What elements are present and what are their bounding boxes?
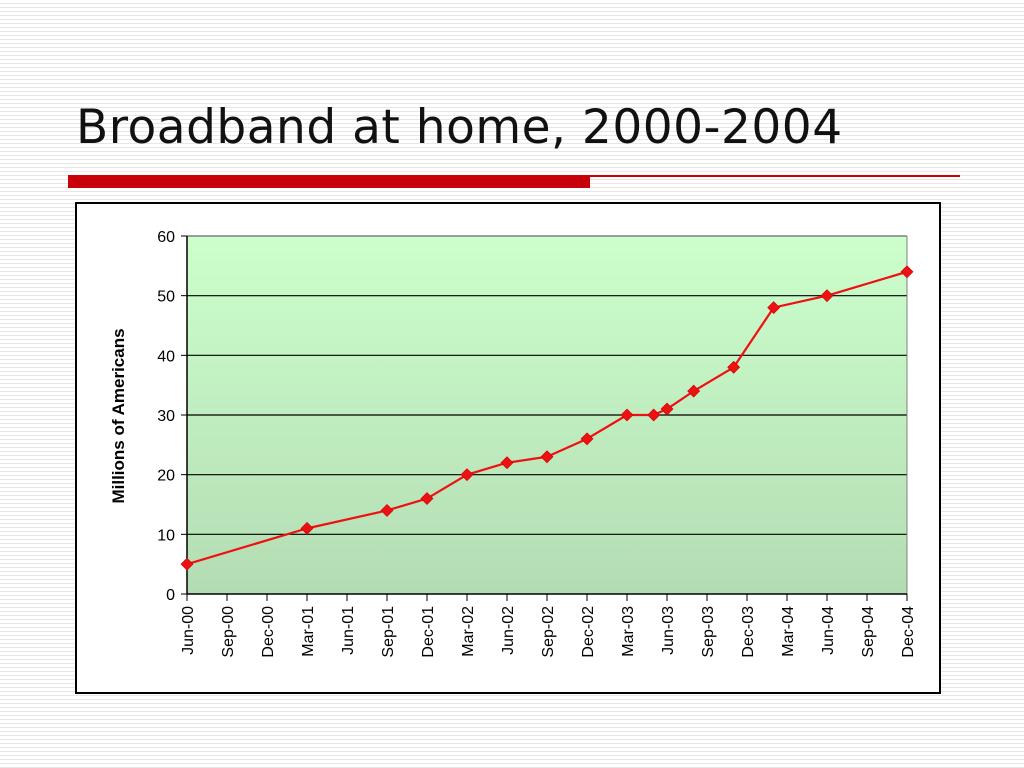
x-tick-label: Jun-04 [820,606,837,655]
data-point [300,521,314,535]
y-tick-label: 0 [166,587,175,604]
x-tick-label: Dec-02 [580,606,597,658]
x-tick-label: Mar-03 [620,606,637,657]
x-tick-label: Dec-01 [420,606,437,658]
data-point [647,408,661,422]
data-point [687,384,701,398]
data-point [620,408,634,422]
x-tick-label: Sep-04 [860,606,877,658]
title-underline-thin [590,175,960,177]
x-tick-label: Sep-01 [380,606,397,658]
x-tick-label: Sep-03 [700,606,717,658]
axes [181,235,908,601]
data-point [500,456,514,470]
data-point [380,504,394,517]
x-tick-label: Jun-03 [660,606,677,655]
x-tick-label: Sep-00 [220,606,237,658]
chart-frame: 0 10 20 30 40 50 60 Jun-00 Sep-00 Dec-00 Mar-01 Ju… [75,202,941,694]
x-tick-label: Jun-00 [180,606,197,655]
x-tick-label: Jun-01 [340,606,357,655]
data-point [767,301,781,315]
slide-title: Broadband at home, 2000-2004 [76,100,843,155]
data-point [460,468,474,482]
y-tick-label: 10 [157,527,175,544]
data-point [660,402,674,416]
y-axis-title: Millions of Americans [109,328,128,503]
y-tick-label: 60 [157,229,175,246]
title-underline-thick [68,175,590,188]
series-line [186,270,908,566]
x-tick-label: Sep-02 [540,606,557,658]
data-point [180,557,194,571]
data-point [900,265,914,279]
x-axis-tick-labels: Jun-00 Sep-00 Dec-00 Mar-01 Jun-01 Sep-01 Dec-… [180,606,917,658]
series-layer [180,265,914,571]
data-point [727,360,741,374]
y-tick-label: 20 [157,468,175,485]
y-axis-tick-labels: 0 10 20 30 40 50 60 [157,229,175,604]
data-point [420,492,434,505]
x-tick-label: Mar-04 [780,606,797,657]
x-tick-label: Jun-02 [500,606,517,655]
x-tick-label: Mar-01 [300,606,317,657]
y-tick-label: 30 [157,408,175,425]
y-tick-label: 40 [157,348,175,365]
data-point [820,289,834,303]
data-point [580,432,594,446]
x-tick-label: Dec-04 [900,606,917,658]
data-point [540,450,554,464]
x-tick-label: Dec-03 [740,606,757,658]
y-tick-label: 50 [157,289,175,306]
x-tick-label: Dec-00 [260,606,277,658]
x-tick-label: Mar-02 [460,606,477,657]
